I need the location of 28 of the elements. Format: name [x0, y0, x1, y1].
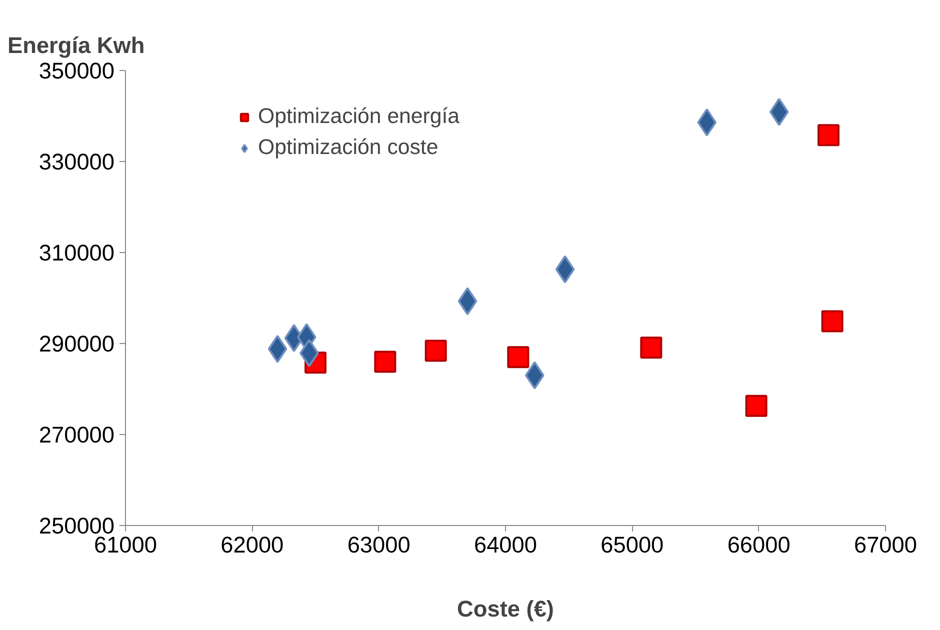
- y-tick-label: 270000: [38, 422, 115, 448]
- x-tick-label: 65000: [600, 532, 664, 558]
- point: [818, 124, 840, 146]
- y-tick-label: 330000: [38, 148, 115, 174]
- x-axis-title: Coste (€): [457, 596, 554, 622]
- x-tick-label: 66000: [727, 532, 790, 558]
- y-axis-title: Energía Kwh: [8, 32, 145, 58]
- point: [745, 394, 768, 417]
- point: [268, 334, 288, 363]
- point: [640, 336, 662, 359]
- x-tick-label: 67000: [854, 532, 918, 558]
- point: [769, 98, 789, 126]
- point: [374, 350, 396, 373]
- x-tick-label: 63000: [347, 532, 410, 558]
- y-tick-label: 310000: [38, 240, 115, 266]
- point: [555, 255, 575, 284]
- x-tick-label: 64000: [474, 532, 538, 558]
- point: [524, 361, 544, 390]
- y-tick-label: 290000: [38, 330, 115, 356]
- point: [507, 346, 530, 368]
- x-tick-label: 62000: [220, 532, 284, 558]
- legend-label: Optimización coste: [258, 135, 438, 160]
- point: [821, 310, 844, 332]
- y-tick-label: 350000: [38, 58, 115, 84]
- point: [424, 340, 447, 362]
- point: [458, 287, 478, 316]
- legend-label: Optimización energía: [258, 104, 460, 129]
- point: [697, 108, 717, 136]
